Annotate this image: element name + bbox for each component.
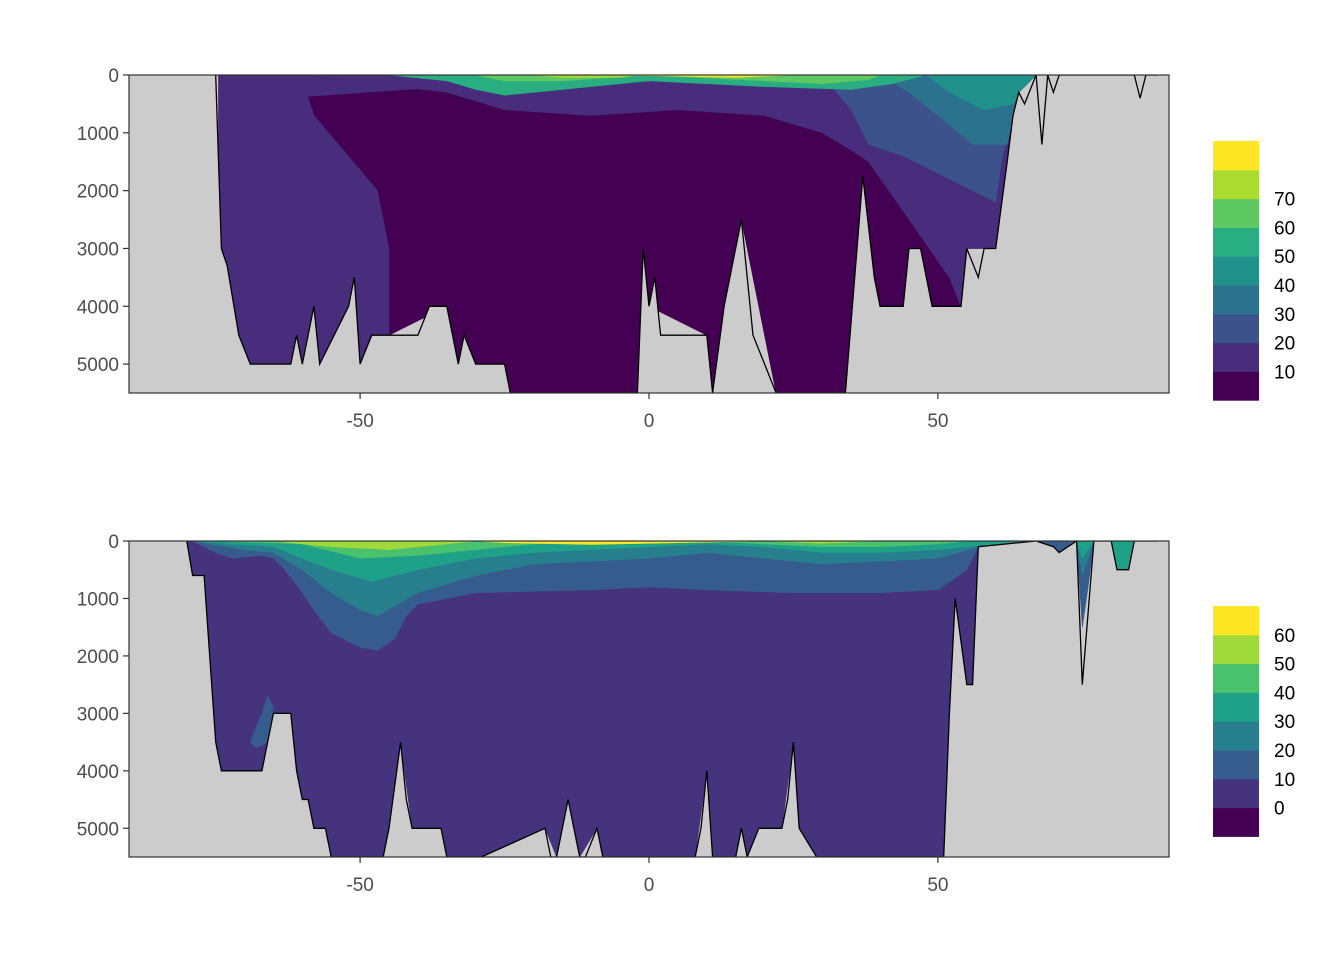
x-tick-label: -50 — [346, 875, 373, 896]
legend-swatch-3 — [1213, 721, 1259, 751]
land-mask — [129, 541, 1169, 857]
legend-swatch-6 — [1213, 198, 1259, 228]
legend-label: 20 — [1274, 334, 1295, 355]
legend-swatch-4 — [1213, 256, 1259, 286]
contour-band-8 — [273, 541, 476, 550]
legend-swatch-5 — [1213, 227, 1259, 257]
legend-label: 50 — [1274, 655, 1295, 676]
contour-band-6 — [925, 75, 1037, 111]
y-tick-label: 0 — [108, 66, 119, 87]
x-tick-label: 50 — [927, 411, 948, 432]
y-tick-label: 0 — [108, 532, 119, 553]
legend-label: 10 — [1274, 770, 1295, 791]
legend-swatch-7 — [1213, 169, 1259, 200]
legend: 0 10 20 30 40 50 60 — [1213, 606, 1295, 837]
y-tick-label: 5000 — [77, 355, 119, 376]
legend-swatch-3 — [1213, 285, 1259, 315]
contour-band-7 — [706, 541, 967, 547]
x-tick-label: 50 — [927, 875, 948, 896]
contour-layer — [129, 75, 1169, 393]
legend: 10 20 30 40 50 60 70 — [1213, 141, 1295, 401]
contour-band-10 — [475, 541, 765, 545]
legend-swatch-2 — [1213, 313, 1259, 344]
contour-band-2 — [249, 695, 274, 749]
y-tick-label: 5000 — [77, 819, 119, 840]
legend-label: 70 — [1274, 190, 1295, 211]
legend-swatch-8 — [1213, 141, 1259, 171]
bottom-outline — [215, 75, 1158, 393]
x-tick-label: 0 — [644, 411, 655, 432]
legend-swatch-0 — [1213, 371, 1259, 401]
land-mask — [129, 75, 1169, 393]
x-tick-label: -50 — [346, 411, 373, 432]
legend-label: 40 — [1274, 683, 1295, 704]
y-tick-label: 3000 — [77, 704, 119, 725]
x-tick-label: 0 — [644, 875, 655, 896]
legend-swatch-4 — [1213, 692, 1259, 722]
legend-label: 30 — [1274, 712, 1295, 733]
y-tick-label: 4000 — [77, 297, 119, 318]
contour-layer — [129, 541, 1169, 857]
legend-swatch-5 — [1213, 663, 1259, 693]
legend-swatch-2 — [1213, 750, 1259, 780]
bottom-outline — [186, 541, 1158, 857]
y-tick-label: 3000 — [77, 239, 119, 260]
legend-swatch-7 — [1213, 606, 1259, 636]
legend-label: 30 — [1274, 305, 1295, 326]
legend-label: 10 — [1274, 362, 1295, 383]
legend-swatch-0 — [1213, 807, 1259, 837]
legend-label: 50 — [1274, 247, 1295, 268]
legend-swatch-1 — [1213, 342, 1259, 372]
y-tick-label: 4000 — [77, 762, 119, 783]
legend-label: 40 — [1274, 276, 1295, 297]
legend-label: 20 — [1274, 741, 1295, 762]
legend-label: 60 — [1274, 626, 1295, 647]
legend-label: 60 — [1274, 218, 1295, 239]
y-tick-label: 2000 — [77, 182, 119, 203]
y-tick-label: 1000 — [77, 589, 119, 610]
y-tick-label: 2000 — [77, 647, 119, 668]
legend-label: 0 — [1274, 799, 1285, 820]
legend-swatch-1 — [1213, 778, 1259, 809]
y-tick-label: 1000 — [77, 124, 119, 145]
legend-swatch-6 — [1213, 634, 1259, 665]
